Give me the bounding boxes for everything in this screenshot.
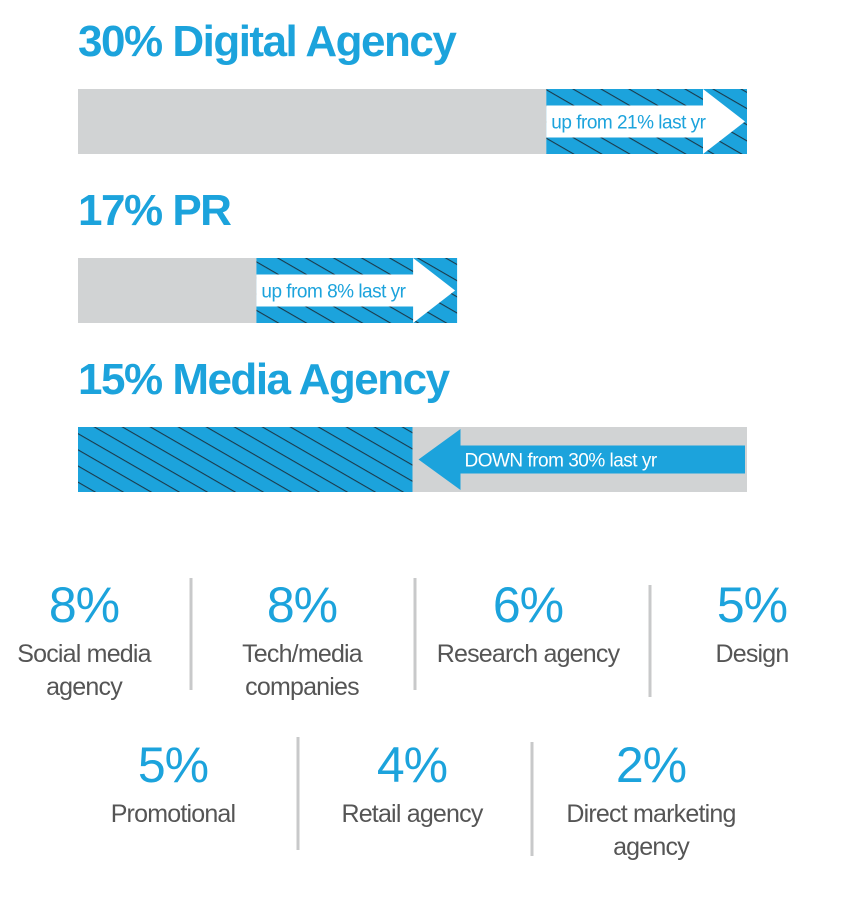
- stat-label: companies: [245, 673, 359, 701]
- category-label: Digital Agency: [172, 17, 457, 66]
- stat-label: Tech/media: [242, 640, 363, 668]
- stat-label: Promotional: [111, 800, 236, 828]
- stat-label: Social media: [17, 640, 151, 668]
- stat-value: 2%: [616, 737, 686, 793]
- bar-current: [78, 427, 413, 492]
- note: DOWN from 30% last yr: [465, 451, 658, 472]
- stat-label: agency: [613, 833, 690, 861]
- stat-label: Design: [715, 640, 788, 668]
- heading: 15% Media Agency: [78, 355, 451, 404]
- arrow: [256, 258, 456, 323]
- arrow: [418, 429, 745, 490]
- stat-value: 5%: [138, 737, 208, 793]
- bar-previous: [78, 89, 547, 154]
- note: up from 8% last yr: [261, 282, 406, 303]
- note: up from 21% last yr: [551, 113, 706, 134]
- heading: 17% PR: [78, 186, 231, 235]
- value-label: 17%: [78, 186, 162, 235]
- stat-label: Research agency: [437, 640, 621, 668]
- bar-previous: [78, 258, 257, 323]
- value-label: 30%: [78, 17, 162, 66]
- value-label: 15%: [78, 355, 162, 404]
- category-label: Media Agency: [172, 355, 450, 404]
- stat-label: Retail agency: [341, 800, 483, 828]
- stat-label: agency: [46, 673, 123, 701]
- stat-label: Direct marketing: [566, 800, 735, 828]
- stat-value: 5%: [717, 577, 787, 633]
- stat-value: 4%: [377, 737, 447, 793]
- stat-value: 6%: [493, 577, 563, 633]
- stat-value: 8%: [49, 577, 119, 633]
- stat-value: 8%: [267, 577, 337, 633]
- category-label: PR: [172, 186, 231, 235]
- heading: 30% Digital Agency: [78, 17, 457, 66]
- arrow: [546, 89, 745, 154]
